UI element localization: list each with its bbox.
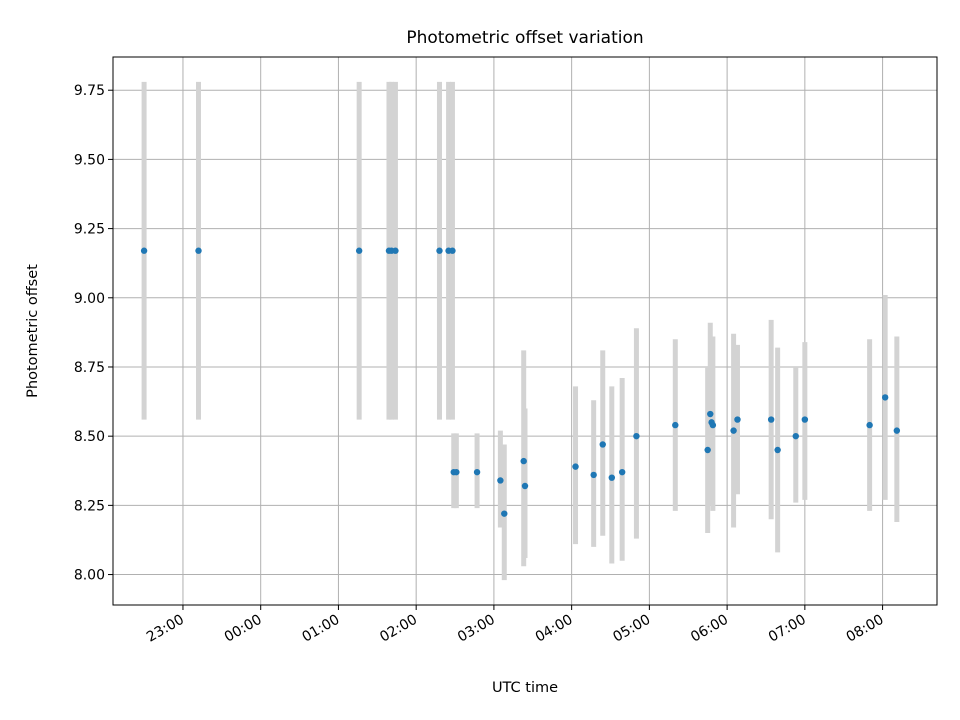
data-points	[140, 247, 901, 517]
data-point	[449, 247, 456, 254]
data-point	[734, 416, 741, 423]
y-tick-label: 9.75	[74, 83, 105, 99]
x-axis-label: UTC time	[492, 680, 558, 696]
plot-area-frame	[112, 56, 938, 606]
data-point	[392, 247, 399, 254]
data-point	[195, 247, 202, 254]
data-point	[140, 247, 148, 254]
data-point	[618, 468, 626, 476]
chart-title: Photometric offset variation	[406, 28, 643, 48]
data-point	[436, 247, 443, 254]
data-point	[521, 482, 529, 490]
y-tick-label: 9.50	[74, 152, 105, 168]
y-axis-ticks: 8.00 8.25 8.50 8.75 9.00 9.25 9.50 9.75	[74, 83, 113, 584]
y-tick-label: 8.50	[74, 429, 105, 445]
data-point	[599, 441, 606, 448]
y-tick-label: 8.25	[74, 498, 105, 514]
data-point	[767, 416, 775, 423]
data-point	[501, 510, 508, 517]
data-point	[709, 421, 717, 429]
y-tick-label: 9.25	[74, 222, 105, 238]
data-point	[355, 247, 363, 254]
data-point	[792, 432, 799, 440]
data-point	[881, 394, 889, 401]
data-point	[520, 457, 527, 465]
data-point	[730, 427, 737, 434]
y-tick-label: 8.00	[74, 568, 105, 584]
data-point	[774, 446, 781, 454]
data-point	[633, 432, 640, 440]
data-point	[497, 477, 504, 484]
data-point	[572, 463, 579, 470]
data-point	[704, 446, 711, 454]
data-point	[893, 427, 901, 434]
data-point	[801, 416, 809, 423]
y-axis-label: Photometric offset	[25, 264, 41, 398]
data-point	[866, 421, 873, 429]
y-tick-label: 8.75	[74, 360, 105, 376]
data-point	[707, 410, 714, 418]
data-point	[608, 474, 616, 481]
data-point	[453, 468, 460, 476]
data-point	[473, 468, 481, 476]
data-point	[672, 421, 679, 429]
data-point	[590, 471, 597, 479]
y-tick-label: 9.00	[74, 291, 105, 307]
